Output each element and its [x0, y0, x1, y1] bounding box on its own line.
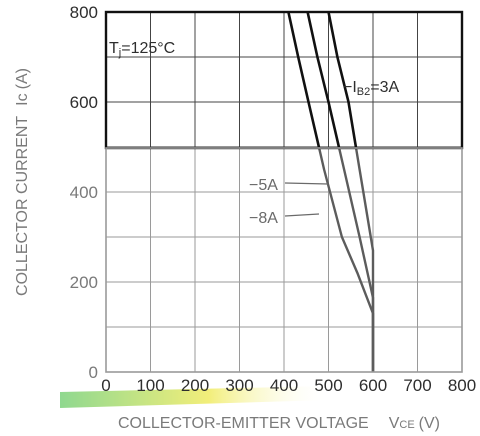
y-tick-labels: 0 200 400 600 800: [70, 3, 98, 382]
grid: [106, 12, 462, 372]
y-tick-label: 200: [70, 273, 98, 292]
series-line: [306, 11, 341, 148]
x-tick-label: 100: [136, 376, 164, 395]
series-line: [317, 148, 375, 372]
series-line: [287, 11, 321, 148]
x-tick-label: 700: [403, 376, 431, 395]
x-tick-label: 600: [359, 376, 387, 395]
y-tick-label: 800: [70, 3, 98, 22]
series-label-ib2-3a: −IB2=3A: [343, 79, 400, 98]
series-lines: [287, 11, 375, 372]
x-tick-label: 800: [448, 376, 476, 395]
x-tick-labels: 0 100 200 300 400 500 600 700 800: [101, 376, 476, 395]
x-tick-label: 200: [181, 376, 209, 395]
plot-frame-lower: [105, 147, 463, 373]
y-tick-label: 400: [70, 183, 98, 202]
x-tick-label: 500: [314, 376, 342, 395]
y-tick-label: 600: [70, 93, 98, 112]
series-line: [337, 148, 375, 372]
series-line: [327, 11, 358, 148]
x-axis-title: COLLECTOR-EMITTER VOLTAGE VCE (V): [118, 415, 440, 432]
series-label-5a: −5A: [249, 177, 278, 194]
y-axis-title: COLLECTOR CURRENTIc(A): [14, 68, 31, 296]
x-tick-label: 400: [270, 376, 298, 395]
condition-label: Tj=125°C: [109, 40, 175, 59]
y-tick-label: 0: [89, 363, 98, 382]
x-tick-label: 0: [101, 376, 110, 395]
decorative-stripe: [60, 386, 330, 408]
series-leader-5a: [284, 182, 329, 185]
x-tick-label: 300: [225, 376, 253, 395]
series-leader-8a: [284, 213, 320, 217]
series-line: [354, 148, 375, 372]
series-label-8a: −8A: [249, 210, 278, 227]
